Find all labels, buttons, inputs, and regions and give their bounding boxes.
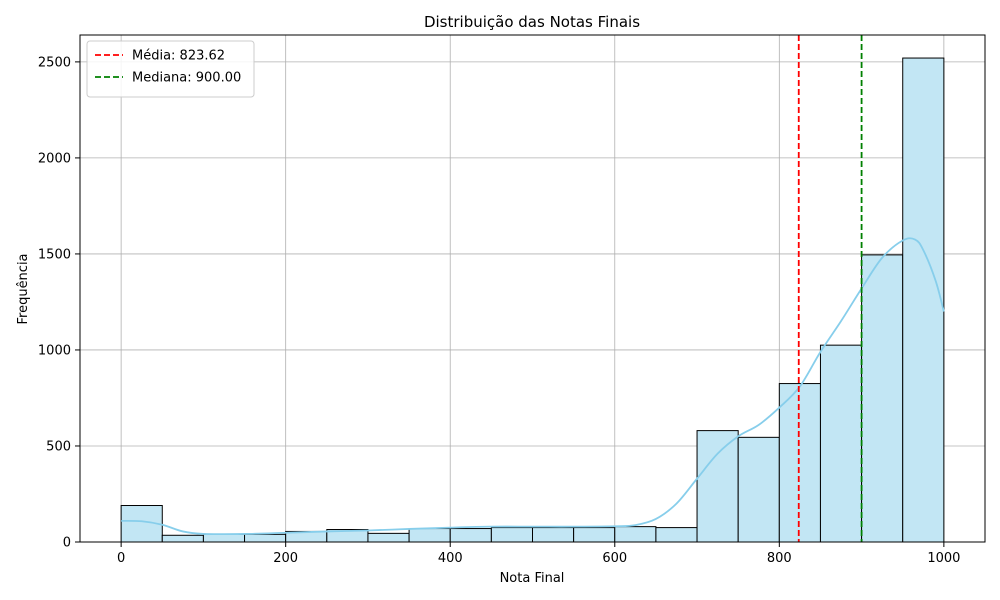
histogram-bar — [408, 528, 451, 543]
histogram-bar — [655, 527, 698, 543]
histogram-bar — [490, 527, 534, 543]
histogram-bar — [614, 526, 657, 543]
x-tick-label: 0 — [117, 551, 125, 566]
histogram-bar — [367, 532, 410, 543]
x-tick-label: 400 — [438, 551, 463, 566]
histogram-bar — [573, 527, 616, 543]
x-tick-label: 1000 — [927, 551, 960, 566]
y-tick-label: 2500 — [38, 55, 71, 70]
y-tick-label: 0 — [63, 536, 71, 551]
y-tick-label: 1000 — [38, 343, 71, 358]
y-axis-label: Frequência — [16, 253, 31, 324]
legend: Média: 823.62 Mediana: 900.00 — [86, 40, 255, 98]
reference-lines — [797, 35, 863, 542]
y-tick-label: 1500 — [38, 247, 71, 262]
chart-title: Distribuição das Notas Finais — [424, 13, 640, 31]
legend-box — [86, 40, 255, 98]
y-tick-label: 2000 — [38, 151, 71, 166]
plot-frame — [79, 34, 986, 543]
histogram-bar — [737, 436, 780, 543]
histogram-bar — [449, 528, 492, 543]
kde-curve — [121, 237, 945, 536]
histogram-bars — [120, 57, 945, 543]
histogram-bar — [902, 57, 945, 543]
x-tick-label: 800 — [767, 551, 792, 566]
histogram-bar — [861, 254, 904, 543]
histogram-bar — [202, 533, 246, 543]
legend-entry-label: Média: 823.62 — [132, 49, 225, 64]
x-tick-label: 200 — [273, 551, 298, 566]
x-tick-label: 600 — [602, 551, 627, 566]
x-axis-ticks: 0 200 400 600 800 1000 — [117, 542, 960, 566]
y-axis-ticks: 0 500 1000 1500 2000 2500 — [38, 55, 80, 551]
x-axis-label: Nota Final — [500, 571, 565, 586]
kde-curve-group — [121, 237, 945, 536]
histogram-bar — [696, 430, 739, 543]
histogram-bar — [161, 534, 204, 543]
histogram-bar — [532, 527, 575, 543]
legend-entry-label: Mediana: 900.00 — [132, 71, 241, 86]
histogram-bar — [244, 533, 287, 543]
y-tick-label: 500 — [46, 439, 71, 454]
histogram-bar — [819, 344, 863, 543]
histogram-bar — [778, 383, 821, 543]
